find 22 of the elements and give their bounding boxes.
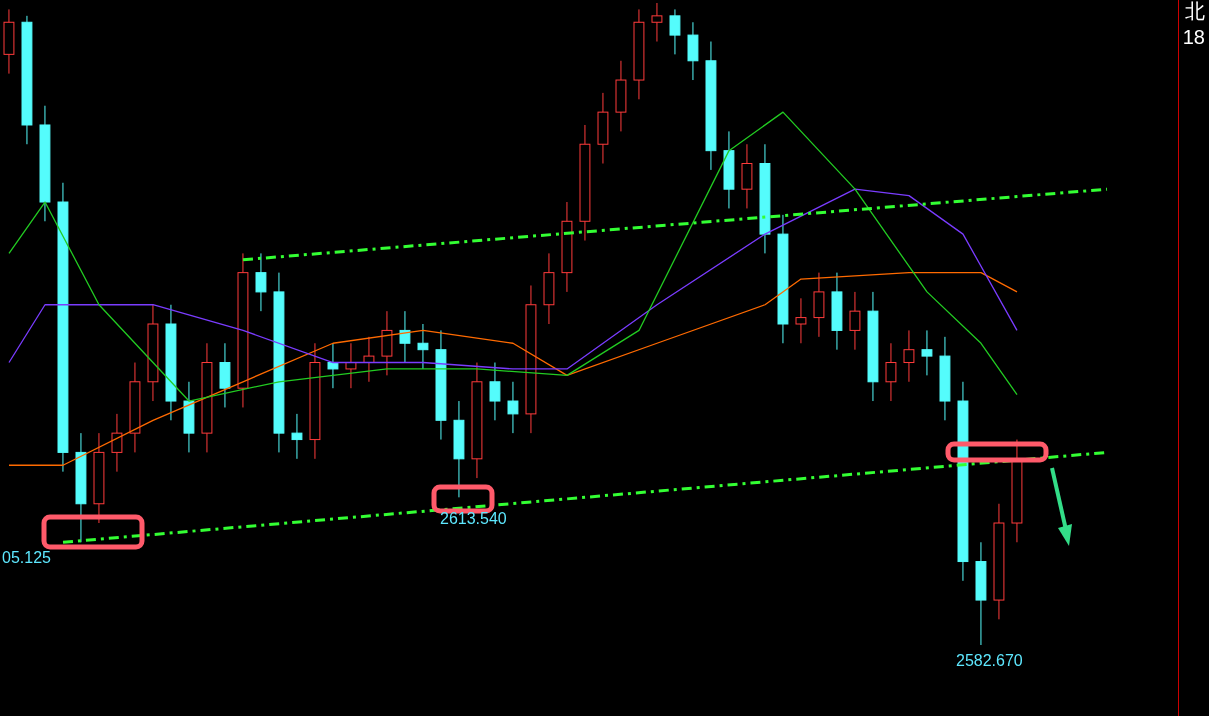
candlestick xyxy=(417,323,429,370)
candlestick xyxy=(255,252,267,312)
candlestick xyxy=(849,291,861,351)
candlestick xyxy=(903,329,915,383)
candlestick xyxy=(795,297,807,344)
candlestick xyxy=(291,413,303,460)
annotation: 2613.540 xyxy=(440,510,507,527)
candlestick xyxy=(885,342,897,402)
candlestick xyxy=(345,342,357,389)
candlestick xyxy=(327,342,339,389)
candlestick xyxy=(921,329,933,376)
candlestick xyxy=(507,381,519,434)
text: 2582.670 xyxy=(956,652,1023,669)
candlestick xyxy=(363,336,375,383)
candlestick xyxy=(399,310,411,364)
text: 18 xyxy=(1182,26,1205,48)
candlestick xyxy=(669,8,681,55)
candlestick xyxy=(489,362,501,421)
candlestick xyxy=(651,3,663,43)
candlestick xyxy=(111,413,123,473)
text: 北 xyxy=(1185,0,1205,22)
annotation: 05.125 xyxy=(2,549,52,566)
